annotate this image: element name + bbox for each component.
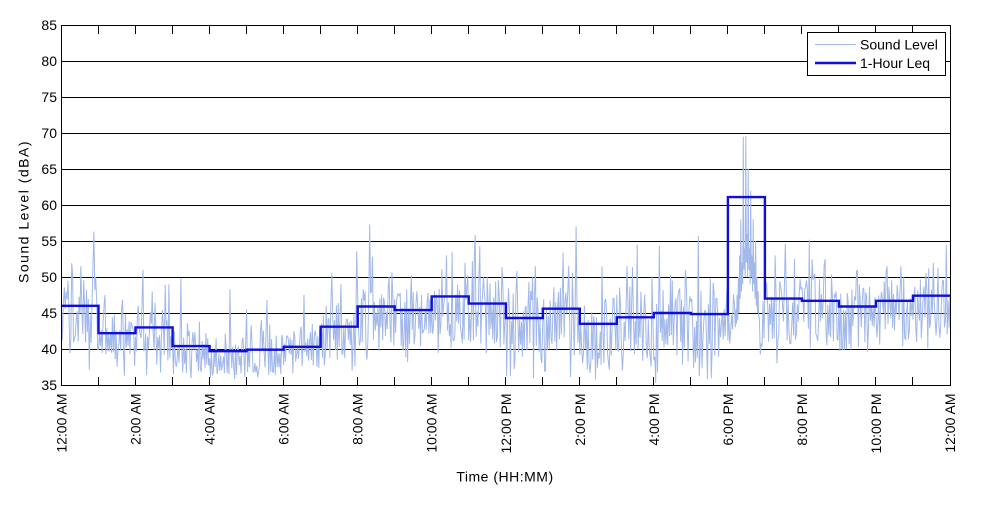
svg-text:12:00 AM: 12:00 AM bbox=[54, 394, 70, 453]
svg-text:60: 60 bbox=[41, 197, 57, 213]
svg-text:8:00 PM: 8:00 PM bbox=[794, 394, 810, 446]
svg-text:55: 55 bbox=[41, 233, 57, 249]
svg-text:2:00 PM: 2:00 PM bbox=[572, 394, 588, 446]
svg-text:2:00 AM: 2:00 AM bbox=[128, 394, 144, 445]
svg-text:6:00 PM: 6:00 PM bbox=[720, 394, 736, 446]
svg-text:Time (HH:MM): Time (HH:MM) bbox=[456, 469, 553, 485]
svg-text:6:00 AM: 6:00 AM bbox=[276, 394, 292, 445]
svg-text:45: 45 bbox=[41, 305, 57, 321]
svg-text:8:00 AM: 8:00 AM bbox=[350, 394, 366, 445]
svg-text:85: 85 bbox=[41, 17, 57, 33]
svg-text:40: 40 bbox=[41, 341, 57, 357]
svg-text:10:00 PM: 10:00 PM bbox=[868, 394, 884, 454]
svg-text:4:00 AM: 4:00 AM bbox=[202, 394, 218, 445]
svg-text:Sound Level: Sound Level bbox=[860, 37, 938, 53]
svg-text:10:00 AM: 10:00 AM bbox=[424, 394, 440, 453]
svg-text:75: 75 bbox=[41, 89, 57, 105]
svg-text:12:00 AM: 12:00 AM bbox=[942, 394, 958, 453]
svg-text:35: 35 bbox=[41, 377, 57, 393]
svg-text:65: 65 bbox=[41, 161, 57, 177]
svg-text:12:00 PM: 12:00 PM bbox=[498, 394, 514, 454]
svg-text:50: 50 bbox=[41, 269, 57, 285]
svg-text:80: 80 bbox=[41, 53, 57, 69]
svg-text:Sound Level (dBA): Sound Level (dBA) bbox=[16, 140, 32, 283]
svg-text:1-Hour Leq: 1-Hour Leq bbox=[860, 55, 930, 71]
svg-text:70: 70 bbox=[41, 125, 57, 141]
svg-text:4:00 PM: 4:00 PM bbox=[646, 394, 662, 446]
